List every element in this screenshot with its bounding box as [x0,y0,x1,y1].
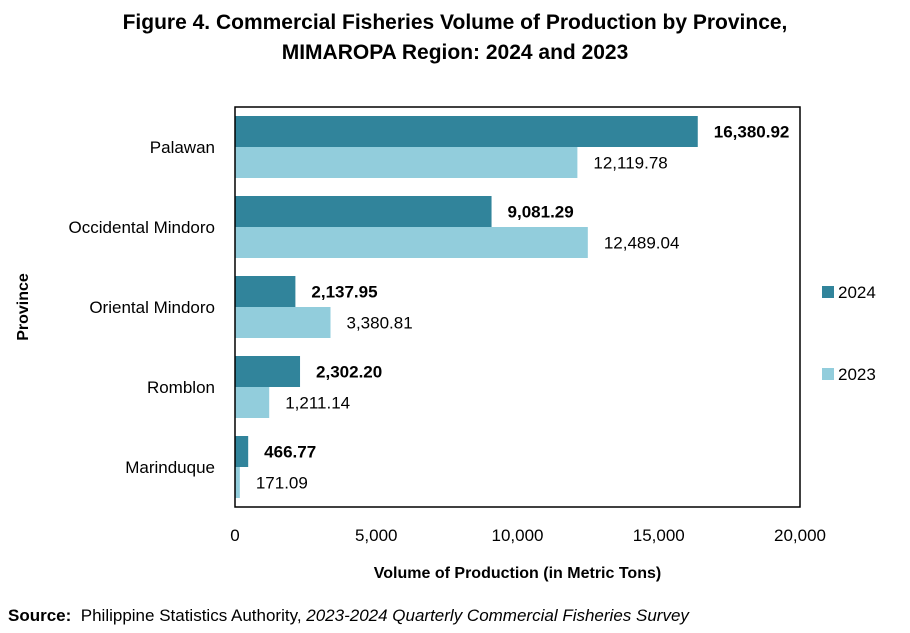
data-label-2024: 466.77 [264,443,316,462]
data-label-2023: 12,489.04 [604,234,680,253]
bar-2023 [235,227,588,258]
chart-title-line-2: MIMAROPA Region: 2024 and 2023 [281,41,629,64]
category-label: Occidental Mindoro [69,218,215,237]
bar-2024 [235,196,492,227]
data-label-2024: 9,081.29 [508,203,574,222]
category-label: Romblon [147,378,215,397]
category-label: Palawan [150,138,215,157]
bar-2023 [235,467,240,498]
bar-2023 [235,387,270,418]
bar-2023 [235,147,578,178]
bar-2024 [235,276,296,307]
data-label-2023: 1,211.14 [285,394,350,413]
category-label: Oriental Mindoro [89,298,215,317]
bar-2024 [235,116,698,147]
data-label-2024: 16,380.92 [714,123,790,142]
data-label-2023: 3,380.81 [347,314,413,333]
x-tick-label: 20,000 [774,526,826,545]
bar-2024 [235,356,301,387]
data-label-2023: 171.09 [256,474,308,493]
x-tick-label: 0 [230,526,239,545]
legend-swatch-2024 [822,286,834,298]
y-axis-title: Province [15,273,32,341]
category-label: Marinduque [125,458,215,477]
data-label-2024: 2,302.20 [316,363,382,382]
source-label: Source: [8,606,72,625]
x-tick-label: 10,000 [492,526,544,545]
plot-frame [234,106,801,508]
chart-title-line-1: Figure 4. Commercial Fisheries Volume of… [122,11,788,34]
bar-chart: Palawan 16,380.92 12,119.78 Occidental Mind… [15,106,876,582]
bar-2024 [235,436,249,467]
x-tick-label: 15,000 [633,526,685,545]
x-tick-label: 5,000 [355,526,398,545]
legend-label-2024: 2024 [838,283,876,302]
data-label-2024: 2,137.95 [311,283,377,302]
x-axis-title: Volume of Production (in Metric Tons) [374,565,661,582]
source-note: Source: Philippine Statistics Authority,… [8,606,689,626]
bar-2023 [235,307,331,338]
source-document: 2023-2024 Quarterly Commercial Fisheries… [306,606,689,625]
source-agency: Philippine Statistics Authority, [80,606,307,625]
legend-swatch-2023 [822,368,834,380]
legend-label-2023: 2023 [838,365,876,384]
data-label-2023: 12,119.78 [593,154,667,173]
chart-title: Figure 4. Commercial Fisheries Volume of… [0,8,910,68]
